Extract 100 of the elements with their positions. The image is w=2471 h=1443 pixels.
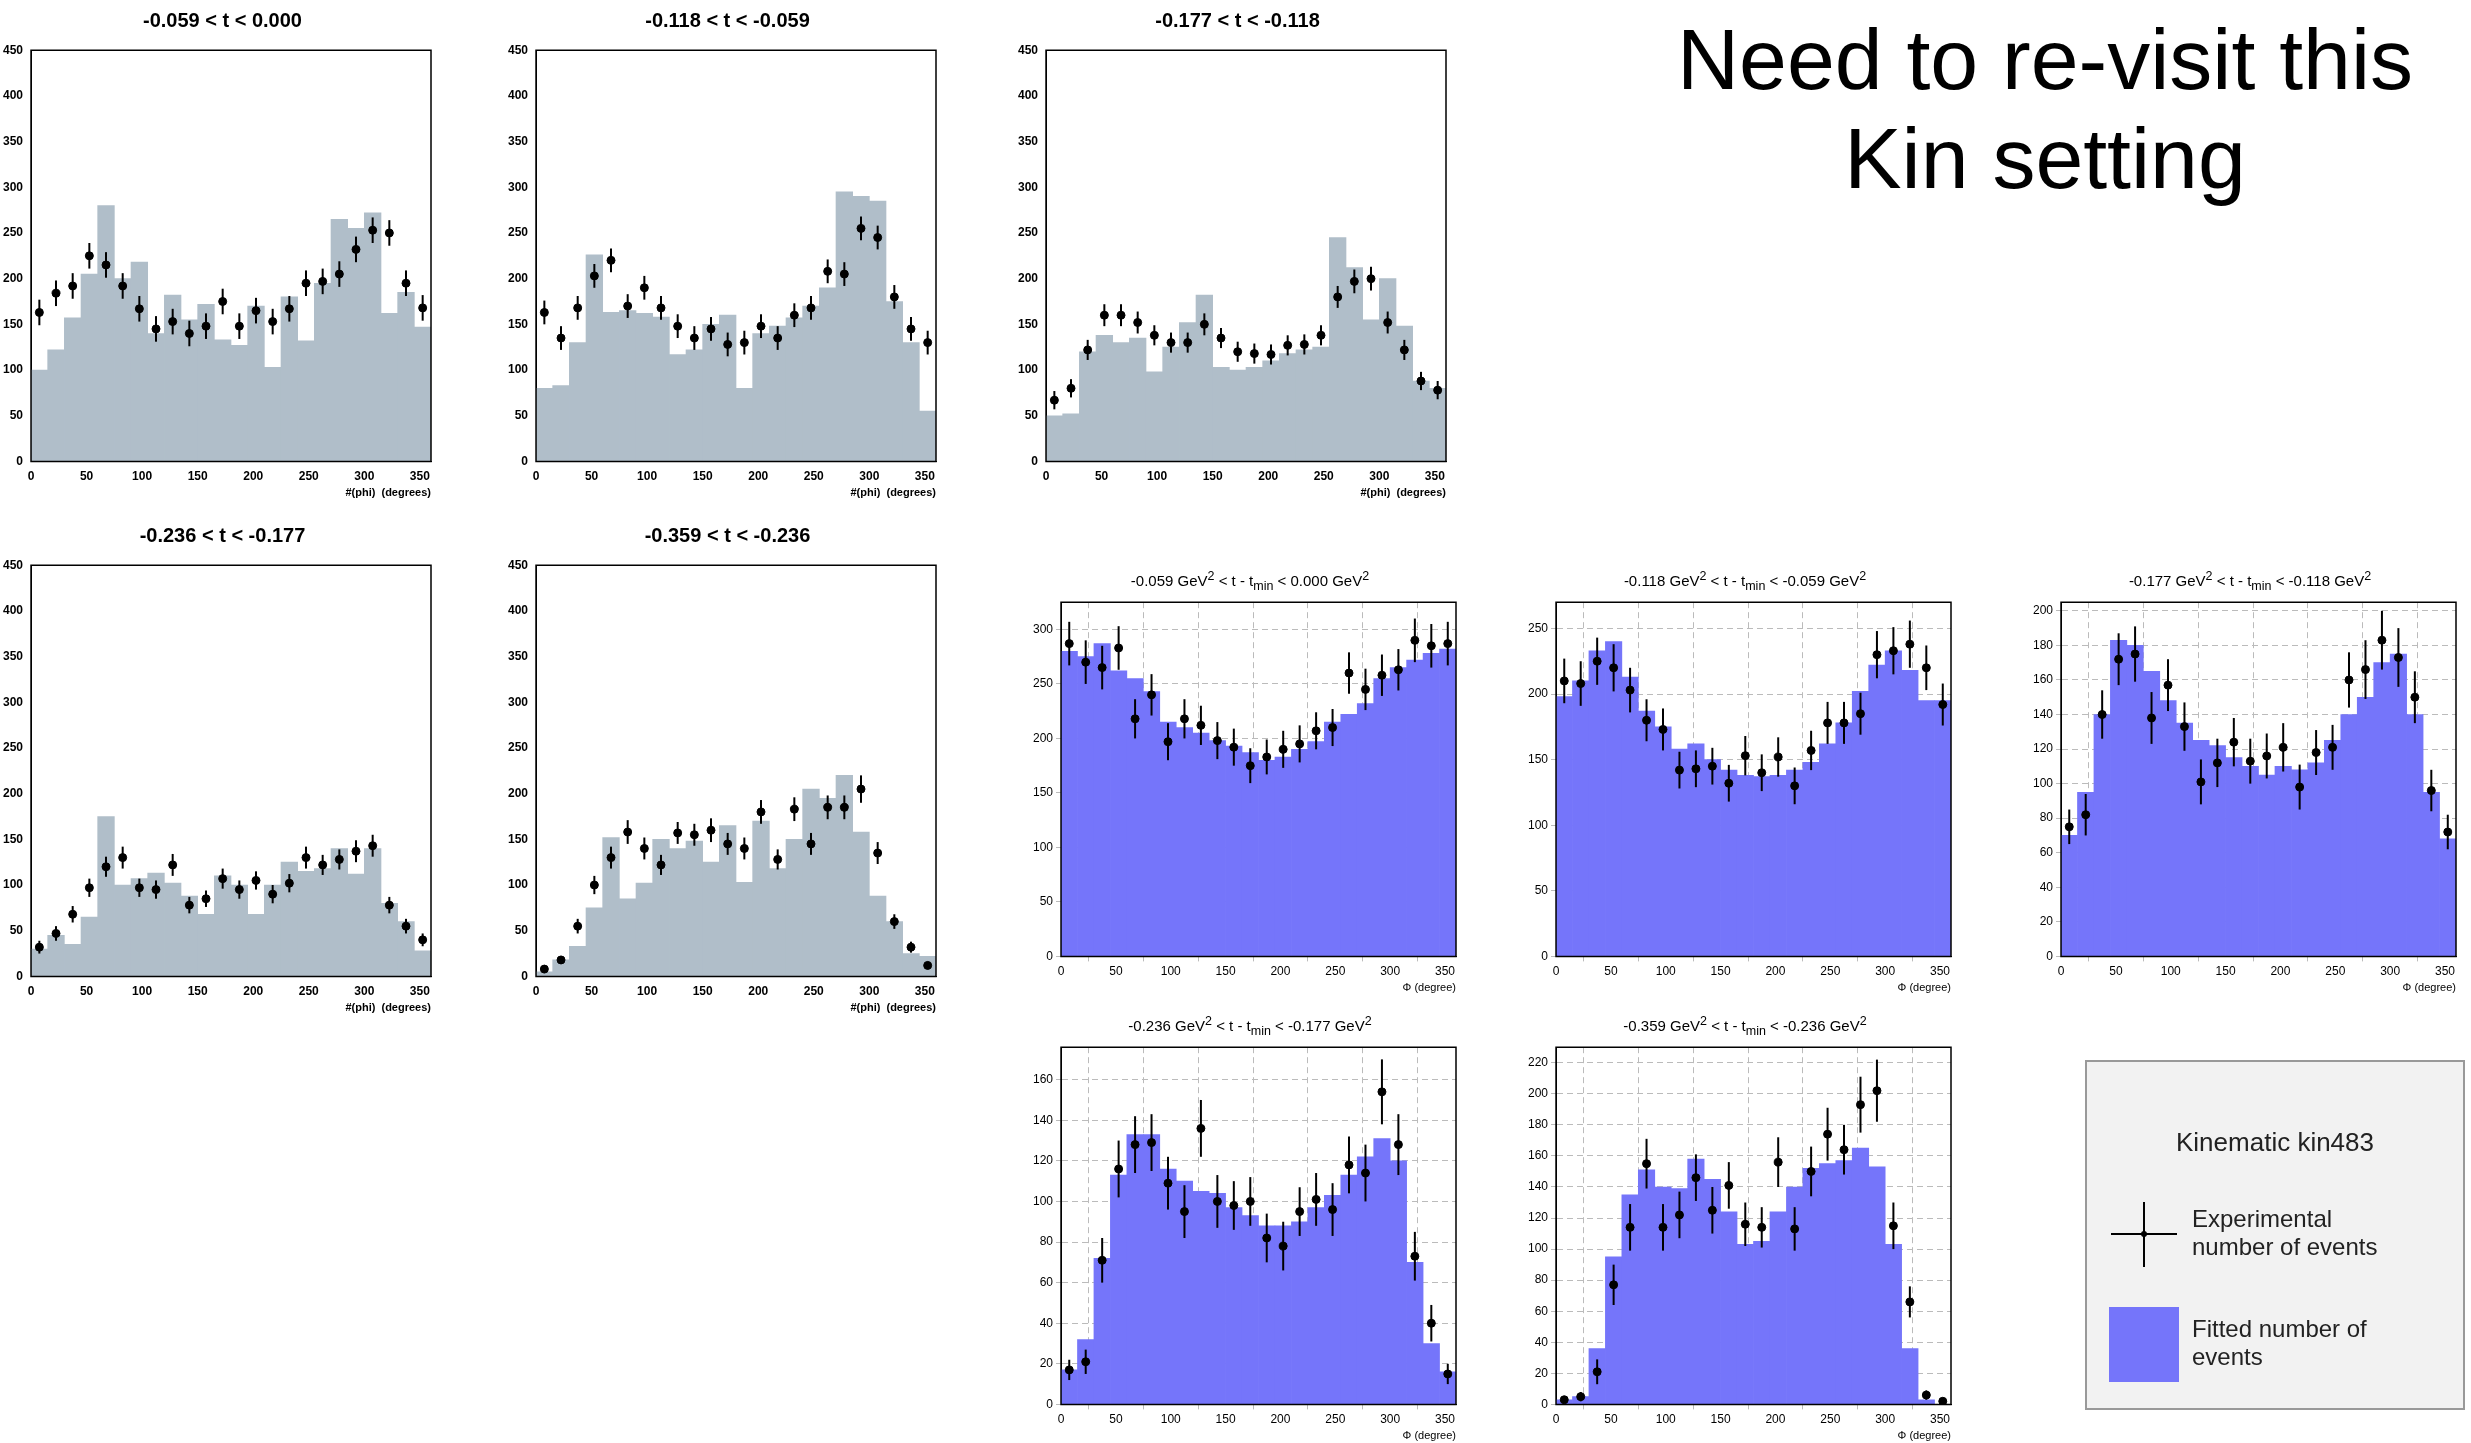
y-tick-label: 140 [2032, 706, 2054, 721]
y-tick-label: 180 [2032, 637, 2054, 652]
x-axis-title: #(phi) (degrees) [850, 486, 937, 499]
x-tick-label: 50 [2109, 963, 2123, 978]
x-tick-label: 250 [1313, 468, 1335, 483]
y-tick-label: 100 [1032, 839, 1054, 854]
x-tick-label: 150 [1710, 963, 1731, 978]
x-tick-label: 0 [1552, 1411, 1560, 1426]
x-tick-label: 50 [1094, 468, 1109, 483]
y-tick-label: 400 [2, 603, 24, 618]
y-tick-label: 50 [514, 923, 529, 938]
x-tick-label: 250 [1325, 1411, 1346, 1426]
legend-label: Experimental number of events [2192, 1205, 2379, 1261]
y-tick-label: 200 [2, 785, 24, 800]
y-tick-label: 50 [1534, 883, 1549, 898]
x-tick-label: 50 [584, 468, 599, 483]
y-tick-label: 120 [1527, 1210, 1549, 1225]
y-tick-label: 150 [2, 316, 24, 331]
x-axis-title: #(phi) (degrees) [850, 1001, 937, 1014]
chart-title: -0.118 < t < -0.059 [644, 8, 811, 33]
y-tick-label: 350 [507, 648, 529, 663]
y-tick-label: 20 [1039, 1356, 1054, 1371]
x-tick-label: 300 [1875, 963, 1896, 978]
x-tick-label: 300 [1380, 1411, 1401, 1426]
y-tick-label: 300 [1032, 621, 1054, 636]
x-tick-label: 300 [2380, 963, 2401, 978]
x-tick-label: 250 [1325, 963, 1346, 978]
y-tick-label: 150 [2, 831, 24, 846]
x-tick-label: 150 [692, 983, 714, 998]
x-tick-label: 300 [859, 983, 880, 998]
x-tick-label: 100 [1160, 963, 1182, 978]
x-axis-title: #(phi) (degrees) [1360, 486, 1447, 499]
x-tick-label: 50 [79, 468, 94, 483]
y-tick-label: 250 [1017, 225, 1039, 240]
y-tick-label: 60 [1534, 1303, 1549, 1318]
y-tick-label: 200 [507, 270, 529, 285]
x-axis-title: Φ (degree) [1897, 1429, 1951, 1442]
x-tick-label: 0 [1057, 1411, 1065, 1426]
x-tick-label: 100 [637, 468, 658, 483]
x-tick-label: 150 [1215, 1411, 1236, 1426]
x-tick-label: 0 [532, 468, 540, 483]
y-tick-label: 100 [1017, 362, 1039, 377]
y-tick-label: 350 [1017, 133, 1039, 148]
x-tick-label: 50 [1109, 963, 1123, 978]
x-tick-label: 200 [1765, 1411, 1786, 1426]
text: Need to re-visit this Kin setting [1675, 10, 2414, 208]
x-tick-label: 300 [859, 468, 880, 483]
y-tick-label: 80 [1039, 1234, 1054, 1249]
x-tick-label: 300 [1369, 468, 1390, 483]
x-tick-label: 0 [27, 468, 35, 483]
y-tick-label: 100 [1527, 1241, 1549, 1256]
y-tick-label: 300 [1017, 179, 1039, 194]
x-tick-label: 150 [187, 468, 209, 483]
x-axis-title: Φ (degree) [1402, 1429, 1456, 1442]
x-tick-label: 250 [298, 983, 320, 998]
y-tick-label: 40 [2039, 879, 2054, 894]
y-tick-label: 100 [507, 362, 529, 377]
y-tick-label: 0 [16, 453, 24, 468]
x-tick-label: 200 [1765, 963, 1786, 978]
y-tick-label: 400 [507, 88, 529, 103]
y-tick-label: 250 [507, 225, 529, 240]
y-tick-label: 200 [1527, 686, 1549, 701]
y-tick-label: 250 [2, 225, 24, 240]
x-tick-label: 100 [132, 468, 153, 483]
x-tick-label: 350 [1930, 963, 1951, 978]
x-tick-label: 200 [1270, 1411, 1291, 1426]
y-tick-label: 120 [2032, 741, 2054, 756]
chart-title: -0.236 < t < -0.177 [138, 523, 307, 548]
y-tick-label: 80 [1534, 1272, 1549, 1287]
y-tick-label: 100 [1527, 817, 1549, 832]
y-tick-label: 100 [2, 877, 24, 892]
x-tick-label: 150 [1710, 1411, 1731, 1426]
y-tick-label: 400 [2, 88, 24, 103]
x-axis-title: Φ (degree) [2402, 981, 2456, 994]
x-tick-label: 350 [409, 983, 431, 998]
x-tick-label: 250 [1820, 963, 1841, 978]
chart-title: -0.177 < t < -0.118 [1154, 8, 1321, 33]
x-tick-label: 350 [2435, 963, 2456, 978]
chart-title: -0.236 GeV$^{2}$ < t - t$_{min}$ < -0.177 GeV$^{2}$ [1127, 1013, 1373, 1038]
x-tick-label: 0 [27, 983, 35, 998]
chart-title: -0.177 GeV$^{2}$ < t - t$_{min}$ < -0.118 GeV$^{2}$ [2127, 568, 2373, 593]
x-tick-label: 150 [692, 468, 714, 483]
x-tick-label: 150 [1202, 468, 1224, 483]
x-axis-title: #(phi) (degrees) [345, 1001, 432, 1014]
y-tick-label: 100 [507, 877, 529, 892]
x-tick-label: 150 [187, 983, 209, 998]
x-axis-title: Φ (degree) [1402, 981, 1456, 994]
y-tick-label: 160 [1032, 1071, 1054, 1086]
x-tick-label: 50 [584, 983, 599, 998]
x-tick-label: 300 [1380, 963, 1401, 978]
x-tick-label: 350 [1435, 1411, 1456, 1426]
y-tick-label: 60 [1039, 1274, 1054, 1289]
y-tick-label: 200 [2032, 603, 2054, 618]
y-tick-label: 350 [2, 133, 24, 148]
y-tick-label: 250 [1527, 620, 1549, 635]
y-tick-label: 200 [1032, 730, 1054, 745]
y-tick-label: 0 [1031, 453, 1039, 468]
x-tick-label: 50 [1109, 1411, 1123, 1426]
y-tick-label: 350 [507, 133, 529, 148]
y-tick-label: 250 [1032, 676, 1054, 691]
